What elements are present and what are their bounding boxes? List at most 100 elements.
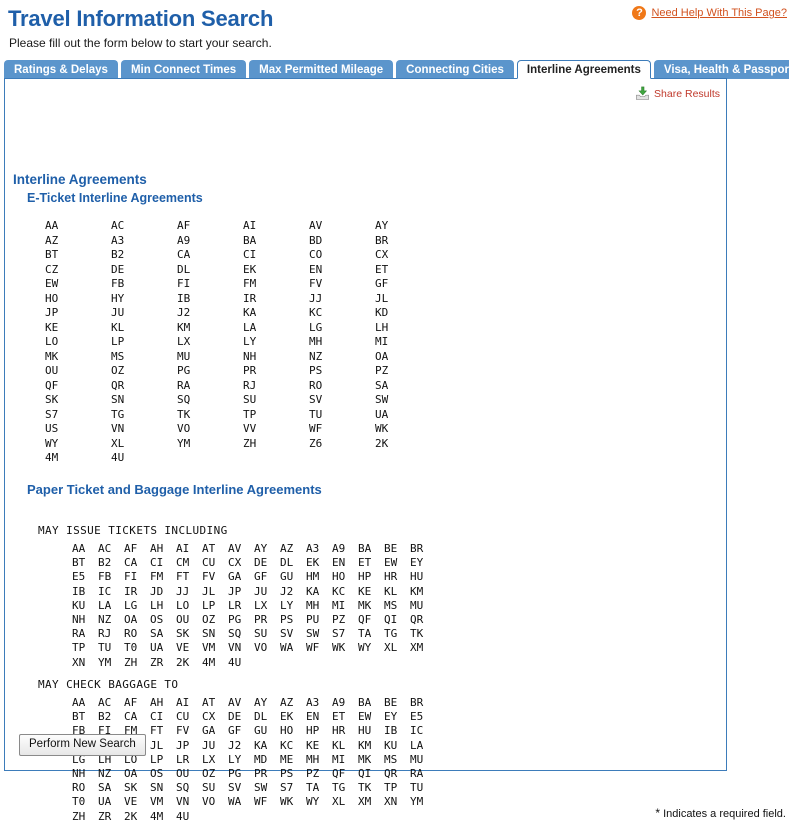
tab-ratings-delays[interactable]: Ratings & Delays xyxy=(4,60,118,79)
airline-code: AA xyxy=(72,542,86,555)
airline-code: SV xyxy=(309,393,323,406)
airline-code: 4M xyxy=(202,655,216,669)
airline-code: ZH xyxy=(124,655,138,669)
airline-code: 4M xyxy=(45,451,59,464)
airline-code: SK xyxy=(45,393,59,406)
airline-code: FV xyxy=(176,724,190,738)
airline-code: FI xyxy=(124,570,138,584)
perform-new-search-button[interactable]: Perform New Search xyxy=(19,734,146,756)
subsection-title-eticket: E-Ticket Interline Agreements xyxy=(27,191,203,205)
share-results-label[interactable]: Share Results xyxy=(654,87,720,100)
airline-code: IB xyxy=(384,724,398,738)
airline-code: LO xyxy=(176,598,190,612)
airline-code: TU xyxy=(309,407,323,421)
airline-code: IR xyxy=(124,584,138,598)
airline-code: PS xyxy=(280,766,294,780)
airline-code: ET xyxy=(358,556,372,570)
airline-code: VE xyxy=(176,641,190,655)
eticket-code-row: QF QR RA RJ RO SA xyxy=(45,379,441,394)
may-issue-code-row: IB IC IR JD JJ JL JP JU J2 KA KC KE KL KM xyxy=(72,582,436,598)
need-help-link[interactable]: Need Help With This Page? xyxy=(651,7,787,19)
airline-code: ZH xyxy=(72,809,86,823)
airline-code: LY xyxy=(280,598,294,612)
tab-connecting-cities[interactable]: Connecting Cities xyxy=(396,60,514,79)
airline-code: PZ xyxy=(375,364,389,377)
airline-code: BA xyxy=(358,542,372,555)
airline-code: SA xyxy=(375,378,389,392)
airline-code: PU xyxy=(306,612,320,626)
airline-code: HR xyxy=(332,724,346,738)
airline-code: SQ xyxy=(176,781,190,795)
airline-code: AH xyxy=(150,542,164,555)
airline-code: AF xyxy=(177,219,191,232)
airline-code: T0 xyxy=(124,641,138,655)
airline-code: CA xyxy=(124,710,138,724)
download-tray-icon xyxy=(636,86,649,100)
airline-code: AT xyxy=(202,696,216,709)
may-check-baggage-code-row: RO SA SK SN SQ SU SV SW S7 TA TG TK TP TU xyxy=(72,778,436,795)
airline-code: EW xyxy=(45,277,59,290)
airline-code: LH xyxy=(150,598,164,612)
page-title: Travel Information Search xyxy=(8,6,274,31)
airline-code: ZR xyxy=(98,809,112,823)
airline-code: QR xyxy=(410,612,424,626)
airline-code: TA xyxy=(306,781,320,795)
airline-code: AZ xyxy=(280,542,294,555)
help-link-container[interactable]: ? Need Help With This Page? xyxy=(632,6,787,20)
airline-code: J2 xyxy=(228,738,242,752)
airline-code: JU xyxy=(254,584,268,598)
airline-code: XN xyxy=(384,795,398,809)
airline-code: CU xyxy=(202,556,216,570)
airline-code: WY xyxy=(306,795,320,809)
airline-code: RA xyxy=(72,627,86,641)
airline-code: OS xyxy=(150,766,164,780)
may-issue-code-row: AA AC AF AH AI AT AV AY AZ A3 A9 BA BE BR xyxy=(72,539,436,555)
may-check-baggage-codes-grid: AA AC AF AH AI AT AV AY AZ A3 A9 BA BE BR BT B2 CA CI CU CX… xyxy=(38,693,436,823)
airline-code: QF xyxy=(358,612,372,626)
airline-code: KU xyxy=(72,598,86,612)
airline-code: LG xyxy=(124,598,138,612)
airline-code: TU xyxy=(410,781,424,795)
airline-code: CA xyxy=(177,248,191,261)
airline-code: JL xyxy=(375,291,389,305)
airline-code: XM xyxy=(410,641,424,655)
airline-code: WF xyxy=(309,422,323,435)
airline-code: MK xyxy=(358,598,372,612)
airline-code: MI xyxy=(375,335,389,348)
airline-code: QR xyxy=(384,766,398,780)
tab-min-connect-times[interactable]: Min Connect Times xyxy=(120,60,247,79)
airline-code: NH xyxy=(72,766,86,780)
results-panel: Share Results Interline Agreements E-Tic… xyxy=(4,78,727,823)
airline-code: MU xyxy=(410,598,424,612)
airline-code: BE xyxy=(384,696,398,709)
airline-code: MI xyxy=(332,598,346,612)
eticket-code-row: AZ A3 A9 BA BD BR xyxy=(45,234,441,249)
tab-max-permitted-mileage[interactable]: Max Permitted Mileage xyxy=(249,60,394,79)
airline-code: IB xyxy=(177,291,191,305)
airline-code: LH xyxy=(375,320,389,334)
eticket-code-row: AA AC AF AI AV AY xyxy=(45,219,441,234)
airline-code: CA xyxy=(124,556,138,570)
airline-code: A3 xyxy=(306,696,320,709)
airline-code: HY xyxy=(111,291,125,305)
airline-code: GU xyxy=(254,724,268,738)
airline-code: DE xyxy=(111,262,125,276)
tab-interline-agreements[interactable]: Interline Agreements xyxy=(516,60,651,79)
airline-code: VN xyxy=(228,641,242,655)
airline-code: GF xyxy=(375,277,389,290)
airline-code: EK xyxy=(306,556,320,570)
may-check-baggage-block: MAY CHECK BAGGAGE TO AA AC AF AH AI AT AV AY AZ A… xyxy=(38,678,436,823)
share-results-control[interactable]: Share Results xyxy=(635,86,720,101)
airline-code: FI xyxy=(177,277,191,290)
airline-code: OU xyxy=(176,766,190,780)
airline-code: ET xyxy=(375,262,389,276)
eticket-codes-grid: AA AC AF AI AV AY AZ A3 A9 BA BD BR BT B2 CA CI CO CX CZ DE… xyxy=(45,219,441,466)
airline-code: HR xyxy=(384,570,398,584)
airline-code: AT xyxy=(202,542,216,555)
airline-code: KM xyxy=(177,320,191,334)
airline-code: DL xyxy=(280,556,294,570)
may-check-baggage-caption: MAY CHECK BAGGAGE TO xyxy=(38,678,179,691)
airline-code: OA xyxy=(124,766,138,780)
tab-visa-health-passport[interactable]: Visa, Health & Passport xyxy=(653,60,789,79)
airline-code: MU xyxy=(177,349,191,363)
